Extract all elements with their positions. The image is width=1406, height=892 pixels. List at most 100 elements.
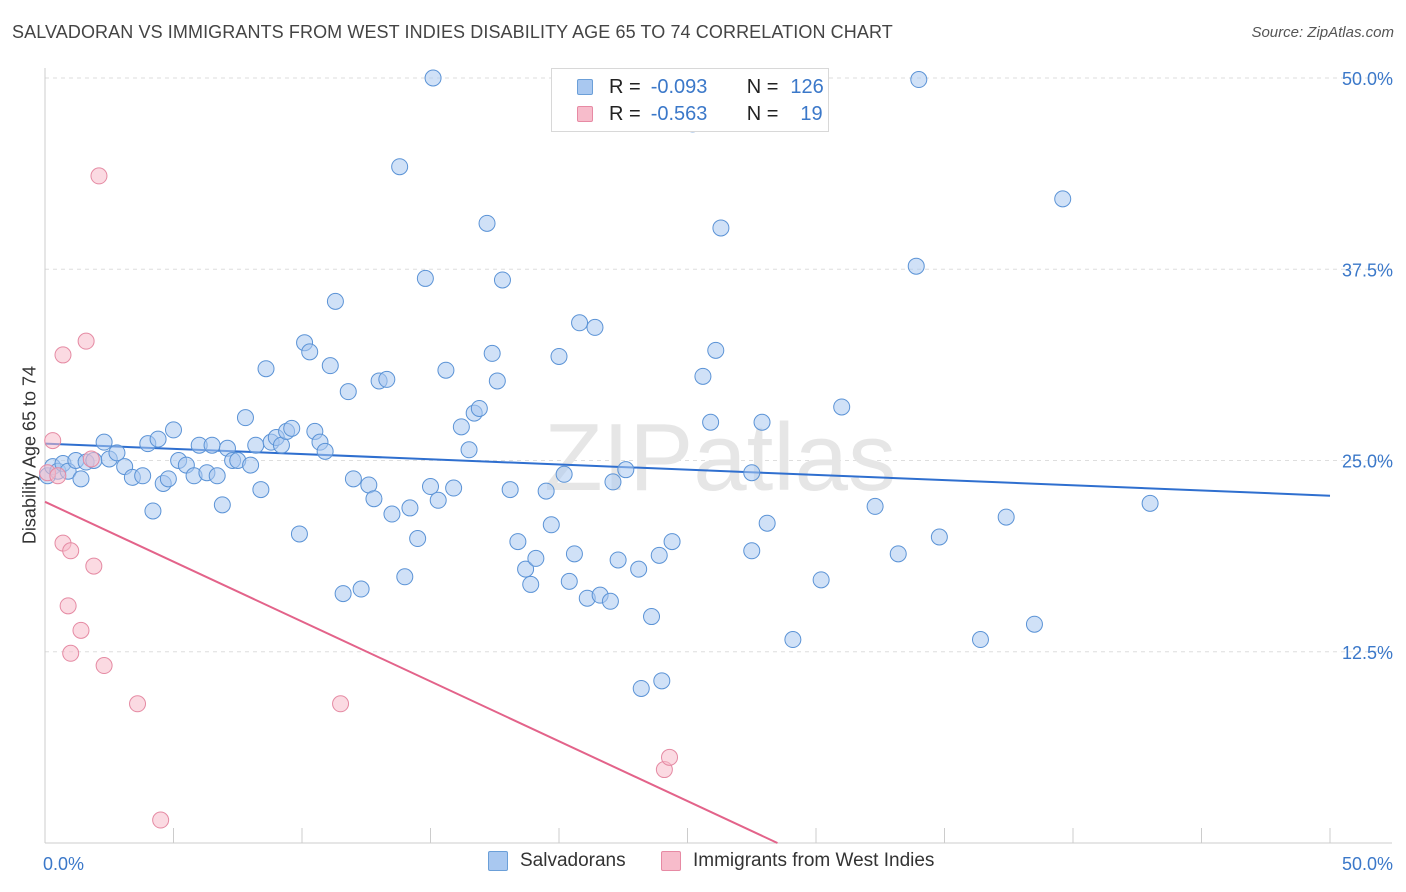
data-point bbox=[560, 572, 578, 590]
data-point bbox=[391, 158, 409, 176]
legend-r-value: -0.093 bbox=[650, 75, 708, 98]
data-point bbox=[108, 444, 126, 462]
data-point bbox=[758, 514, 776, 532]
data-point bbox=[604, 473, 622, 491]
data-point bbox=[555, 465, 573, 483]
data-point bbox=[910, 71, 928, 89]
data-point bbox=[661, 748, 679, 766]
data-point bbox=[601, 592, 619, 610]
series-salvadorans bbox=[39, 69, 1159, 697]
data-point bbox=[422, 478, 439, 496]
data-point bbox=[208, 467, 226, 485]
watermark: ZIPatlas bbox=[544, 404, 896, 511]
legend-swatch-west-indies bbox=[577, 106, 593, 122]
data-point bbox=[283, 419, 301, 437]
data-point bbox=[694, 367, 712, 385]
data-point bbox=[483, 344, 501, 362]
data-point bbox=[586, 318, 604, 336]
legend-item-west-indies[interactable]: Immigrants from West Indies bbox=[661, 850, 934, 872]
legend-item-salvadorans[interactable]: Salvadorans bbox=[488, 850, 626, 872]
data-point bbox=[550, 347, 568, 365]
data-point bbox=[971, 631, 989, 649]
data-point bbox=[59, 597, 77, 615]
y-axis-label: Disability Age 65 to 74 bbox=[19, 365, 40, 545]
data-point bbox=[152, 811, 170, 829]
data-point bbox=[332, 695, 350, 713]
data-point bbox=[129, 695, 147, 713]
data-point bbox=[90, 167, 108, 185]
data-point bbox=[334, 585, 352, 603]
data-point bbox=[1141, 494, 1159, 512]
legend-n-label: N = bbox=[746, 75, 779, 98]
legend-row-west-indies: R = -0.563 N = 19 bbox=[552, 102, 823, 126]
data-point bbox=[409, 530, 427, 548]
legend-r-label: R = bbox=[609, 102, 641, 125]
chart-title: SALVADORAN VS IMMIGRANTS FROM WEST INDIE… bbox=[12, 22, 893, 42]
x-tick-label: 50.0% bbox=[1342, 854, 1393, 874]
data-point bbox=[452, 418, 470, 436]
data-point bbox=[833, 398, 851, 416]
data-point bbox=[95, 657, 113, 675]
data-point bbox=[470, 399, 488, 417]
data-point bbox=[1054, 190, 1072, 208]
data-point bbox=[49, 467, 67, 485]
data-point bbox=[290, 525, 308, 543]
data-point bbox=[62, 542, 80, 560]
data-point bbox=[165, 421, 182, 439]
data-point bbox=[159, 470, 177, 488]
tick-labels: 12.5% 25.0% 37.5% 50.0% 0.0% 50.0% bbox=[43, 69, 1393, 874]
y-tick-label: 12.5% bbox=[1342, 643, 1393, 663]
data-point bbox=[54, 346, 72, 364]
data-point bbox=[632, 679, 650, 697]
data-point bbox=[702, 413, 720, 431]
data-point bbox=[617, 461, 635, 479]
data-point bbox=[889, 545, 907, 563]
data-point bbox=[424, 69, 442, 87]
data-point bbox=[82, 450, 100, 468]
y-tick-label: 25.0% bbox=[1342, 452, 1393, 472]
grid-lines bbox=[45, 77, 1392, 653]
data-point bbox=[77, 332, 95, 350]
data-point bbox=[1025, 615, 1043, 633]
data-point bbox=[493, 271, 511, 289]
data-point bbox=[242, 456, 260, 474]
data-point bbox=[378, 370, 396, 388]
data-point bbox=[643, 608, 661, 626]
west-indies-swatch bbox=[661, 851, 681, 871]
legend-n-label: N = bbox=[746, 102, 779, 125]
data-point bbox=[743, 464, 761, 482]
data-point bbox=[997, 508, 1015, 526]
data-point bbox=[509, 533, 527, 551]
data-point bbox=[316, 442, 334, 460]
data-point bbox=[445, 479, 463, 497]
data-point bbox=[326, 292, 344, 310]
data-point bbox=[252, 481, 270, 499]
west-indies-label: Immigrants from West Indies bbox=[693, 850, 935, 871]
data-point bbox=[416, 269, 434, 287]
data-point bbox=[344, 470, 362, 488]
x-tick-label: 0.0% bbox=[43, 854, 84, 874]
data-point bbox=[62, 644, 80, 662]
data-point bbox=[522, 575, 540, 593]
data-point bbox=[653, 672, 671, 690]
data-point bbox=[866, 497, 884, 515]
data-point bbox=[352, 580, 370, 598]
legend-row-salvadorans: R = -0.093 N = 126 bbox=[552, 75, 824, 99]
data-point bbox=[609, 551, 627, 569]
data-point bbox=[95, 433, 113, 451]
data-point bbox=[72, 470, 90, 488]
legend-swatch-salvadorans bbox=[577, 79, 593, 95]
data-point bbox=[236, 409, 254, 427]
y-tick-label: 37.5% bbox=[1342, 260, 1393, 280]
data-point bbox=[301, 343, 319, 361]
legend-r-value: -0.563 bbox=[650, 102, 708, 125]
data-point bbox=[650, 546, 668, 564]
data-point bbox=[257, 360, 275, 378]
data-point bbox=[144, 502, 162, 520]
salvadorans-label: Salvadorans bbox=[520, 850, 626, 871]
data-point bbox=[812, 571, 830, 589]
data-point bbox=[565, 545, 583, 563]
stats-legend: R = -0.093 N = 126 R = -0.563 N = 19 bbox=[551, 68, 829, 132]
data-point bbox=[630, 560, 648, 578]
